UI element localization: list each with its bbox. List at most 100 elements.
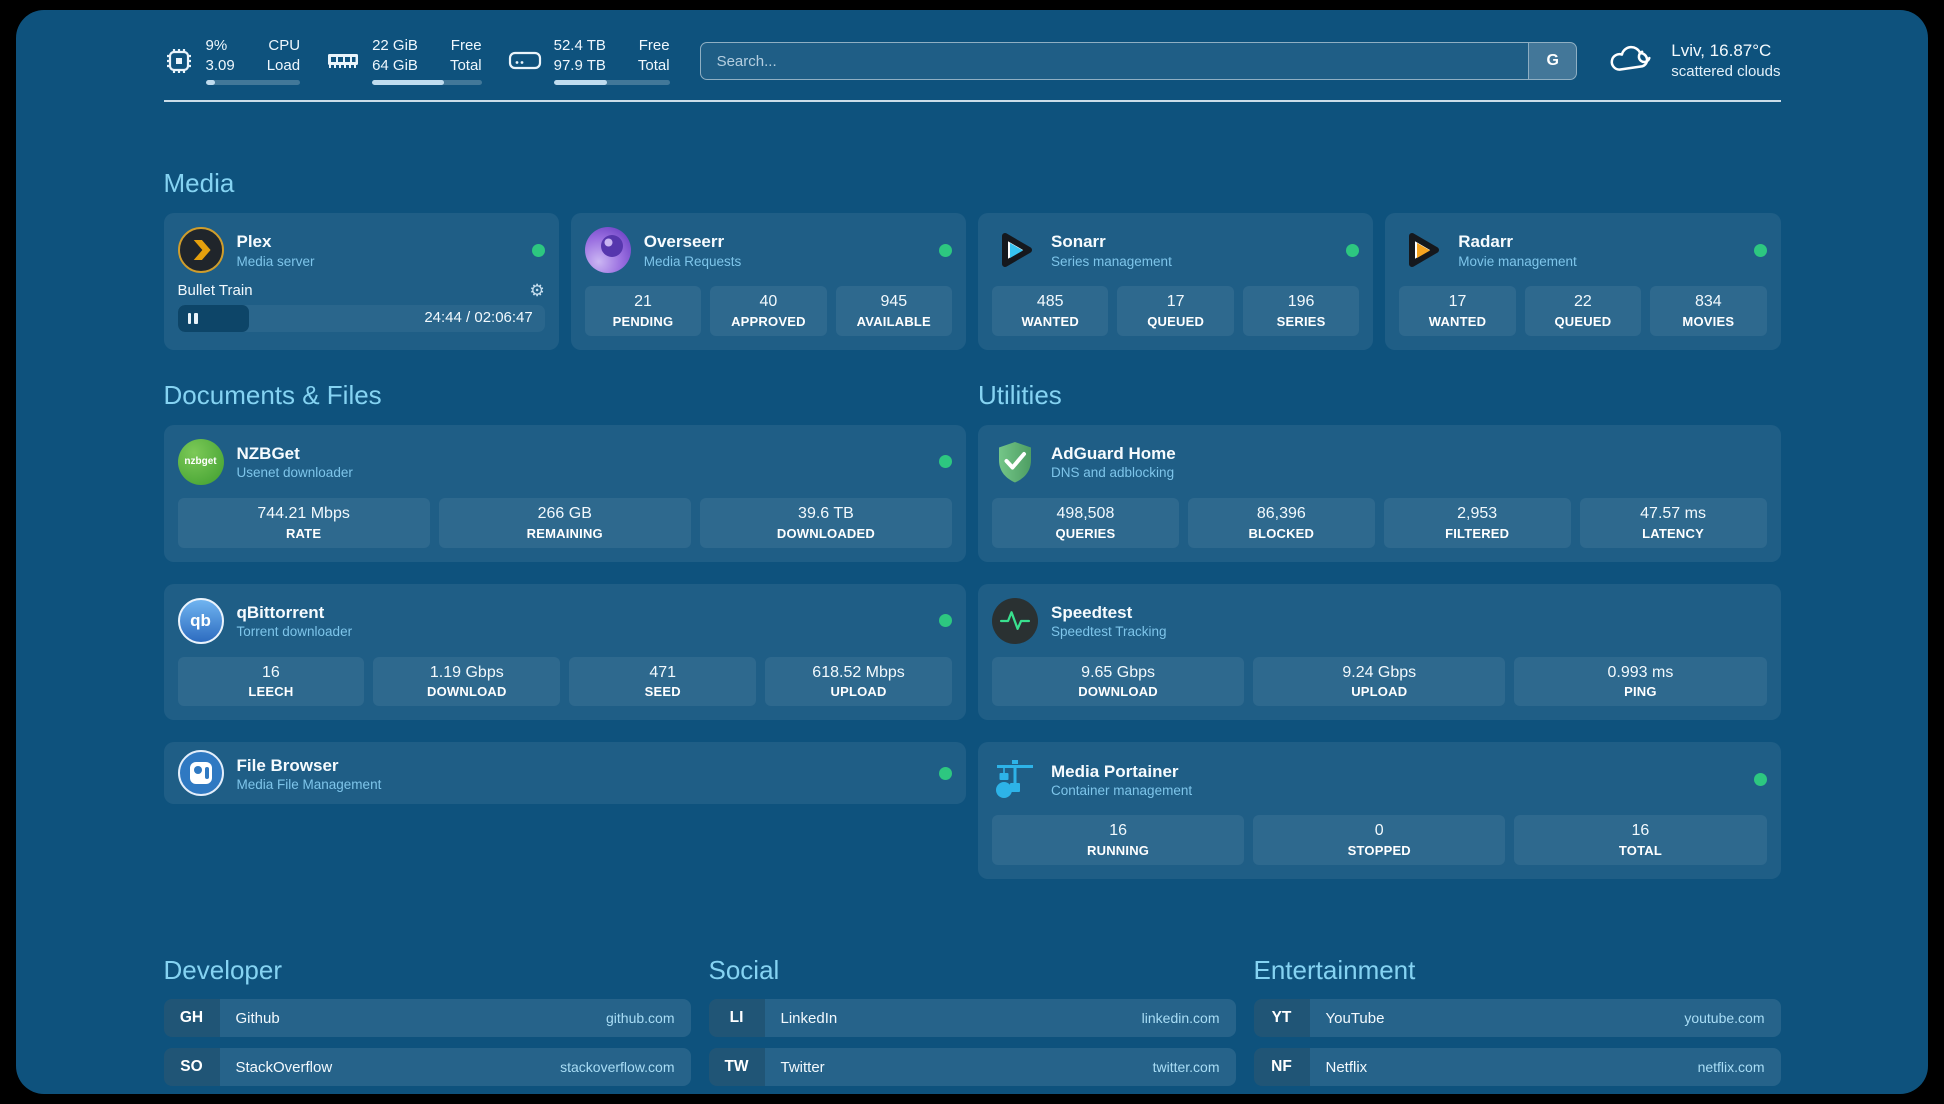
app-name: NZBGet bbox=[236, 444, 300, 464]
disk-free-label: Free bbox=[638, 36, 670, 54]
documents-column: Documents & Files nzbget NZBGet Usenet d… bbox=[163, 379, 966, 901]
section-title-social: Social bbox=[708, 955, 780, 986]
link-url: linkedin.com bbox=[1141, 1010, 1220, 1027]
stat-tile: 1.19 Gbps DOWNLOAD bbox=[373, 656, 561, 707]
portainer-icon bbox=[992, 756, 1038, 802]
app-name: qBittorrent bbox=[236, 602, 325, 622]
app-subtitle: DNS and adblocking bbox=[1051, 465, 1175, 481]
app-name: File Browser bbox=[236, 755, 339, 775]
disk-total-value: 97.9 TB bbox=[553, 56, 606, 74]
now-playing-title: Bullet Train bbox=[177, 282, 253, 299]
link-abbr: YT bbox=[1253, 999, 1310, 1038]
stat-tile: 9.24 Gbps UPLOAD bbox=[1253, 656, 1506, 707]
cpu-icon bbox=[164, 46, 194, 76]
link-abbr: LI bbox=[708, 999, 765, 1038]
section-title-entertainment: Entertainment bbox=[1253, 955, 1416, 986]
disk-stat: 52.4 TB Free 97.9 TB Total bbox=[508, 37, 670, 86]
radarr-icon bbox=[1399, 227, 1445, 273]
status-dot bbox=[939, 614, 952, 628]
link-abbr: NF bbox=[1253, 1048, 1310, 1087]
memory-stat: 22 GiB Free 64 GiB Total bbox=[326, 37, 482, 86]
adguard-card[interactable]: AdGuard Home DNS and adblocking 498,508 Q… bbox=[978, 424, 1781, 562]
portainer-card[interactable]: Media Portainer Container management 16 R… bbox=[978, 742, 1781, 880]
app-subtitle: Usenet downloader bbox=[236, 465, 353, 481]
memory-free-label: Free bbox=[450, 36, 482, 54]
stat-tile: 945 AVAILABLE bbox=[835, 286, 953, 336]
stat-tile: 39.6 TB DOWNLOADED bbox=[699, 497, 953, 548]
link-stackoverflow[interactable]: SO StackOverflow stackoverflow.com bbox=[163, 1048, 691, 1087]
speedtest-card[interactable]: Speedtest Speedtest Tracking 9.65 Gbps DO… bbox=[978, 583, 1781, 721]
gear-icon[interactable]: ⚙ bbox=[529, 281, 545, 300]
search-input[interactable] bbox=[699, 42, 1578, 80]
app-subtitle: Media File Management bbox=[236, 777, 382, 793]
app-name: Sonarr bbox=[1051, 232, 1106, 252]
app-subtitle: Series management bbox=[1051, 253, 1172, 269]
link-abbr: SO bbox=[163, 1048, 220, 1087]
dashboard: 9% CPU 3.09 Load bbox=[16, 10, 1928, 1094]
section-title-media: Media bbox=[163, 168, 235, 198]
link-name: Twitter bbox=[780, 1058, 825, 1076]
stat-tile: 0 STOPPED bbox=[1253, 815, 1506, 866]
weather-condition: scattered clouds bbox=[1671, 63, 1781, 81]
status-dot bbox=[939, 455, 952, 469]
social-column: Social LI LinkedIn linkedin.com TW Twitte… bbox=[708, 955, 1236, 1094]
disk-icon bbox=[508, 49, 542, 73]
link-url: youtube.com bbox=[1684, 1010, 1765, 1027]
sonarr-card[interactable]: Sonarr Series management 485 WANTED 17 QUE… bbox=[978, 213, 1374, 350]
stat-tile: 744.21 Mbps RATE bbox=[177, 497, 430, 548]
link-name: StackOverflow bbox=[235, 1058, 333, 1076]
link-github[interactable]: GH Github github.com bbox=[163, 999, 691, 1038]
pause-icon[interactable] bbox=[187, 313, 198, 324]
memory-icon bbox=[326, 49, 360, 73]
nzbget-card[interactable]: nzbget NZBGet Usenet downloader 744.21 M… bbox=[163, 424, 966, 562]
stat-tile: 266 GB REMAINING bbox=[438, 497, 691, 548]
stat-tile: 16 TOTAL bbox=[1514, 815, 1767, 866]
status-dot bbox=[1753, 772, 1767, 786]
section-title-documents: Documents & Files bbox=[163, 379, 382, 410]
search-bar: G bbox=[699, 42, 1578, 80]
playback-time: 24:44 / 02:06:47 bbox=[424, 309, 533, 326]
radarr-card[interactable]: Radarr Movie management 17 WANTED 22 QUEUE… bbox=[1385, 213, 1781, 350]
link-name: Github bbox=[235, 1009, 280, 1027]
qbittorrent-icon: qb bbox=[177, 597, 224, 644]
stat-tile: 498,508 QUERIES bbox=[992, 497, 1179, 548]
stat-tile: 618.52 Mbps UPLOAD bbox=[765, 656, 952, 707]
top-bar: 9% CPU 3.09 Load bbox=[164, 32, 1781, 90]
link-url: github.com bbox=[606, 1010, 675, 1027]
cloud-icon bbox=[1607, 41, 1657, 82]
cpu-progress-bar bbox=[205, 80, 301, 86]
plex-card[interactable]: Plex Media server Bullet Train ⚙ 24:44 /… bbox=[163, 213, 559, 350]
memory-free-value: 22 GiB bbox=[372, 36, 418, 54]
qbittorrent-card[interactable]: qb qBittorrent Torrent downloader 16 LEEC… bbox=[163, 583, 966, 721]
speedtest-icon bbox=[992, 597, 1038, 644]
status-dot bbox=[1753, 243, 1767, 257]
app-name: AdGuard Home bbox=[1051, 444, 1176, 464]
header-divider bbox=[163, 100, 1781, 102]
stat-tile: 86,396 BLOCKED bbox=[1187, 497, 1375, 548]
status-dot bbox=[531, 243, 545, 257]
link-linkedin[interactable]: LI LinkedIn linkedin.com bbox=[708, 999, 1236, 1038]
status-dot bbox=[1346, 243, 1360, 257]
link-url: twitter.com bbox=[1152, 1059, 1220, 1076]
adguard-icon bbox=[992, 439, 1038, 485]
link-twitter[interactable]: TW Twitter twitter.com bbox=[708, 1048, 1236, 1087]
entertainment-column: Entertainment YT YouTube youtube.com NF N… bbox=[1253, 955, 1781, 1094]
playback-progress-bar[interactable]: 24:44 / 02:06:47 bbox=[177, 305, 545, 332]
overseerr-card[interactable]: Overseerr Media Requests 21 PENDING 40 APP… bbox=[570, 213, 966, 350]
bookmarks-section: Developer GH Github github.com SO StackOv… bbox=[163, 955, 1781, 1094]
stat-tile: 834 MOVIES bbox=[1650, 286, 1767, 336]
link-youtube[interactable]: YT YouTube youtube.com bbox=[1253, 999, 1781, 1038]
app-subtitle: Torrent downloader bbox=[236, 624, 353, 640]
app-subtitle: Media server bbox=[236, 253, 315, 269]
app-name: Media Portainer bbox=[1051, 761, 1179, 781]
app-name: Radarr bbox=[1458, 232, 1514, 252]
stat-tile: 21 PENDING bbox=[584, 286, 702, 336]
link-url: netflix.com bbox=[1697, 1059, 1765, 1076]
app-subtitle: Container management bbox=[1051, 783, 1193, 799]
filebrowser-card[interactable]: File Browser Media File Management bbox=[163, 742, 966, 805]
search-engine-button[interactable]: G bbox=[1528, 43, 1577, 79]
memory-total-label: Total bbox=[449, 56, 482, 74]
status-dot bbox=[939, 766, 952, 780]
weather-widget[interactable]: Lviv, 16.87°C scattered clouds bbox=[1607, 40, 1781, 82]
link-netflix[interactable]: NF Netflix netflix.com bbox=[1253, 1048, 1781, 1087]
